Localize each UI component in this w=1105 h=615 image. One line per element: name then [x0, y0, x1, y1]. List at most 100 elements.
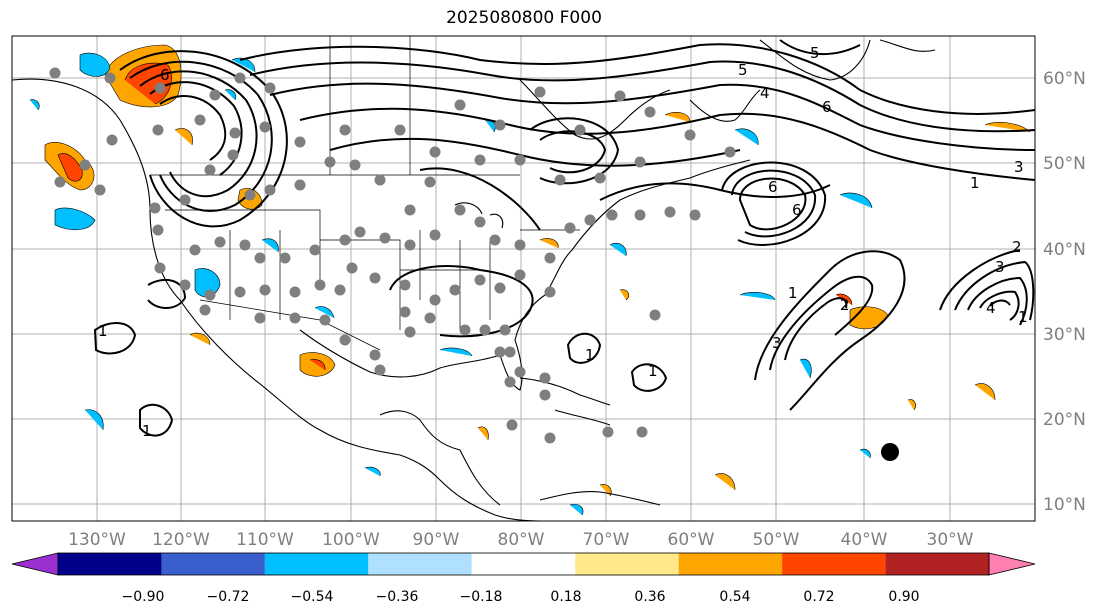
- contour-label: 6: [768, 178, 778, 196]
- station-dot: [289, 312, 301, 324]
- coastlines: [11, 39, 936, 522]
- colorbar-tick: 0.18: [550, 589, 581, 605]
- station-dot: [404, 239, 416, 251]
- lon-label: 120°W: [152, 530, 210, 550]
- station-dot: [539, 372, 551, 384]
- station-dot: [324, 156, 336, 168]
- station-dot: [564, 222, 576, 234]
- station-dot: [339, 124, 351, 136]
- station-dot: [606, 209, 618, 221]
- station-dot: [229, 127, 241, 139]
- lon-label: 30°W: [927, 530, 974, 550]
- lat-label: 60°N: [1043, 69, 1086, 89]
- station-dot: [309, 244, 321, 256]
- contour-label: 1: [788, 284, 798, 302]
- station-dot: [499, 324, 511, 336]
- station-dot: [399, 306, 411, 318]
- station-dot: [209, 89, 221, 101]
- colorbar-tick: −0.90: [122, 589, 165, 605]
- station-dot: [189, 244, 201, 256]
- contour-label-group: 5 6 4 6 5 6 1 3 6 1 2 3 4 3 1 1 1 1 1 2: [98, 44, 1028, 440]
- station-dot: [179, 279, 191, 291]
- station-dot: [204, 289, 216, 301]
- station-dot: [514, 239, 526, 251]
- colorbar-swatch: [471, 553, 576, 575]
- storm-marker: [881, 443, 899, 461]
- station-dot: [489, 234, 501, 246]
- longitude-labels: 130°W 120°W 110°W 100°W 90°W 80°W 70°W 6…: [68, 530, 974, 550]
- station-dot: [49, 67, 61, 79]
- station-dot: [214, 236, 226, 248]
- colorbar-tick: 0.36: [634, 589, 665, 605]
- station-dot: [179, 194, 191, 206]
- lon-label: 80°W: [498, 530, 545, 550]
- station-dot: [454, 99, 466, 111]
- lat-label: 20°N: [1043, 410, 1086, 430]
- station-dot: [314, 279, 326, 291]
- contour-label: 3: [995, 258, 1005, 276]
- station-dot: [584, 214, 596, 226]
- station-dot: [369, 349, 381, 361]
- contour-label: 1: [585, 346, 595, 364]
- colorbar-swatch: [885, 553, 989, 575]
- station-dot: [544, 252, 556, 264]
- station-dot: [199, 304, 211, 316]
- contour-label: 6: [822, 98, 832, 116]
- lon-label: 100°W: [322, 530, 380, 550]
- station-dot: [254, 312, 266, 324]
- station-dot: [94, 184, 106, 196]
- contour-label: 1: [1018, 308, 1028, 326]
- lat-label: 30°N: [1043, 325, 1086, 345]
- station-dot: [152, 124, 164, 136]
- lon-label: 130°W: [68, 530, 126, 550]
- colorbar-tick: 0.72: [803, 589, 834, 605]
- station-dot: [504, 346, 516, 358]
- station-dot: [494, 119, 506, 131]
- station-dot: [429, 294, 441, 306]
- contour-label: 1: [98, 322, 108, 340]
- station-dot: [594, 172, 606, 184]
- contour-label: 3: [1014, 158, 1024, 176]
- station-dot: [154, 262, 166, 274]
- contour-label: 4: [986, 299, 996, 317]
- station-dot: [644, 106, 656, 118]
- station-dot: [636, 426, 648, 438]
- lat-label: 50°N: [1043, 154, 1086, 174]
- contour-label: 2: [1012, 238, 1022, 256]
- station-dot: [514, 366, 526, 378]
- station-dot: [474, 154, 486, 166]
- station-dot: [394, 124, 406, 136]
- station-dot: [244, 189, 256, 201]
- station-dot: [424, 312, 436, 324]
- station-dot: [602, 426, 614, 438]
- contour-lines: [93, 39, 1036, 437]
- lon-label: 90°W: [413, 530, 460, 550]
- contour-label: 1: [970, 174, 980, 192]
- station-dot: [474, 274, 486, 286]
- station-dot: [544, 432, 556, 444]
- station-markers: [49, 67, 736, 444]
- station-dot: [494, 346, 506, 358]
- colorbar-tick: −0.54: [291, 589, 334, 605]
- station-dot: [399, 279, 411, 291]
- station-dot: [429, 146, 441, 158]
- colorbar-swatch: [678, 553, 783, 575]
- contour-label: 6: [792, 201, 802, 219]
- lon-label: 110°W: [236, 530, 294, 550]
- station-dot: [574, 124, 586, 136]
- station-dot: [289, 286, 301, 298]
- colorbar-swatch: [575, 553, 679, 575]
- lon-label: 60°W: [668, 530, 715, 550]
- colorbar-swatch: [782, 553, 886, 575]
- colorbar: [11, 552, 1036, 576]
- colorbar-over-triangle: [988, 552, 1036, 576]
- station-dot: [664, 206, 676, 218]
- colorbar-outline: [57, 552, 990, 576]
- latitude-labels: 60°N 50°N 40°N 30°N 20°N 10°N: [1043, 69, 1086, 515]
- station-dot: [54, 176, 66, 188]
- station-dot: [239, 239, 251, 251]
- station-dot: [404, 326, 416, 338]
- station-dot: [514, 269, 526, 281]
- station-dot: [334, 284, 346, 296]
- station-dot: [339, 234, 351, 246]
